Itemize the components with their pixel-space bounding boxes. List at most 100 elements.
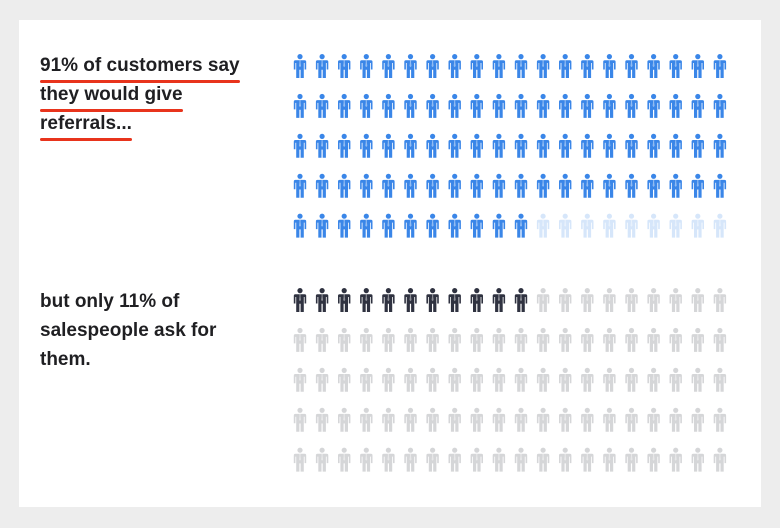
customers-filled-person-icon xyxy=(713,54,727,78)
salespeople-empty-person-icon xyxy=(315,327,329,352)
customers-filled-person-icon xyxy=(713,173,727,198)
customers-filled-person-icon xyxy=(514,93,528,118)
customers-empty-person-icon xyxy=(625,213,638,238)
salespeople-filled-person-icon xyxy=(315,288,329,312)
customers-filled-person-icon xyxy=(514,54,528,78)
salespeople-empty-person-icon xyxy=(338,327,351,352)
salespeople-empty-person-icon xyxy=(514,367,528,392)
customers-filled-person-icon xyxy=(669,93,682,118)
customers-empty-person-icon xyxy=(603,213,616,238)
customers-filled-person-icon xyxy=(647,54,660,78)
customers-filled-person-icon xyxy=(448,213,461,238)
salespeople-empty-person-icon xyxy=(603,288,616,312)
customers-filled-person-icon xyxy=(581,93,594,118)
salespeople-empty-person-icon xyxy=(625,407,638,432)
salespeople-statement-line-3: them. xyxy=(40,349,91,370)
salespeople-empty-person-icon xyxy=(514,407,528,432)
customers-filled-person-icon xyxy=(514,133,528,158)
customers-filled-person-icon xyxy=(338,54,351,78)
customers-filled-person-icon xyxy=(426,213,439,238)
customers-filled-person-icon xyxy=(293,133,307,158)
customers-statement: 91% of customers say they would give ref… xyxy=(40,51,255,141)
salespeople-empty-person-icon xyxy=(448,327,461,352)
customers-filled-person-icon xyxy=(536,54,550,78)
customers-filled-person-icon xyxy=(713,93,727,118)
customers-filled-person-icon xyxy=(470,93,483,118)
salespeople-empty-person-icon xyxy=(382,407,395,432)
salespeople-empty-person-icon xyxy=(625,327,638,352)
customers-filled-person-icon xyxy=(669,54,682,78)
salespeople-empty-person-icon xyxy=(293,447,307,472)
customers-filled-person-icon xyxy=(382,213,395,238)
salespeople-empty-person-icon xyxy=(559,447,572,472)
customers-filled-person-icon xyxy=(448,54,461,78)
customers-filled-person-icon xyxy=(492,54,506,78)
customers-filled-person-icon xyxy=(360,93,373,118)
salespeople-empty-person-icon xyxy=(691,288,704,312)
customers-filled-person-icon xyxy=(426,173,439,198)
customers-filled-person-icon xyxy=(448,93,461,118)
customers-filled-person-icon xyxy=(315,213,329,238)
customers-filled-person-icon xyxy=(691,173,704,198)
customers-filled-person-icon xyxy=(581,54,594,78)
customers-filled-person-icon xyxy=(647,93,660,118)
customers-filled-person-icon xyxy=(603,173,616,198)
customers-filled-person-icon xyxy=(404,93,417,118)
salespeople-empty-person-icon xyxy=(603,327,616,352)
salespeople-empty-person-icon xyxy=(492,367,506,392)
salespeople-filled-person-icon xyxy=(360,288,373,312)
customers-filled-person-icon xyxy=(338,93,351,118)
salespeople-empty-person-icon xyxy=(492,407,506,432)
customers-filled-person-icon xyxy=(382,133,395,158)
customers-filled-person-icon xyxy=(470,213,483,238)
salespeople-empty-person-icon xyxy=(492,447,506,472)
salespeople-empty-person-icon xyxy=(338,447,351,472)
customers-filled-person-icon xyxy=(338,173,351,198)
salespeople-empty-person-icon xyxy=(404,327,417,352)
salespeople-empty-person-icon xyxy=(691,367,704,392)
salespeople-empty-person-icon xyxy=(647,407,660,432)
salespeople-empty-person-icon xyxy=(470,447,483,472)
salespeople-empty-person-icon xyxy=(647,367,660,392)
customers-filled-person-icon xyxy=(293,54,307,78)
customers-empty-person-icon xyxy=(536,213,550,238)
salespeople-empty-person-icon xyxy=(669,327,682,352)
customers-filled-person-icon xyxy=(338,213,351,238)
customers-filled-person-icon xyxy=(581,173,594,198)
salespeople-empty-person-icon xyxy=(315,407,329,432)
customers-filled-person-icon xyxy=(360,213,373,238)
salespeople-empty-person-icon xyxy=(625,367,638,392)
salespeople-empty-person-icon xyxy=(293,327,307,352)
salespeople-filled-person-icon xyxy=(404,288,417,312)
customers-filled-person-icon xyxy=(338,133,351,158)
salespeople-empty-person-icon xyxy=(492,327,506,352)
salespeople-empty-person-icon xyxy=(603,407,616,432)
customers-filled-person-icon xyxy=(559,173,572,198)
salespeople-empty-person-icon xyxy=(426,407,439,432)
customers-filled-person-icon xyxy=(514,213,528,238)
customers-filled-person-icon xyxy=(293,173,307,198)
customers-filled-person-icon xyxy=(559,93,572,118)
salespeople-empty-person-icon xyxy=(404,367,417,392)
customers-filled-person-icon xyxy=(492,173,506,198)
salespeople-filled-person-icon xyxy=(338,288,351,312)
customers-filled-person-icon xyxy=(559,133,572,158)
salespeople-empty-person-icon xyxy=(426,327,439,352)
customers-statement-line-3: referrals... xyxy=(40,109,132,141)
salespeople-empty-person-icon xyxy=(382,327,395,352)
salespeople-empty-person-icon xyxy=(360,407,373,432)
salespeople-empty-person-icon xyxy=(669,447,682,472)
salespeople-empty-person-icon xyxy=(559,288,572,312)
salespeople-empty-person-icon xyxy=(360,327,373,352)
salespeople-pictogram xyxy=(293,288,727,472)
customers-filled-person-icon xyxy=(315,54,329,78)
customers-filled-person-icon xyxy=(669,133,682,158)
customers-filled-person-icon xyxy=(625,93,638,118)
customers-filled-person-icon xyxy=(625,133,638,158)
salespeople-empty-person-icon xyxy=(713,288,727,312)
customers-filled-person-icon xyxy=(559,54,572,78)
customers-filled-person-icon xyxy=(470,133,483,158)
customers-filled-person-icon xyxy=(713,133,727,158)
customers-filled-person-icon xyxy=(492,213,506,238)
infographic-card: 91% of customers say they would give ref… xyxy=(19,20,761,507)
